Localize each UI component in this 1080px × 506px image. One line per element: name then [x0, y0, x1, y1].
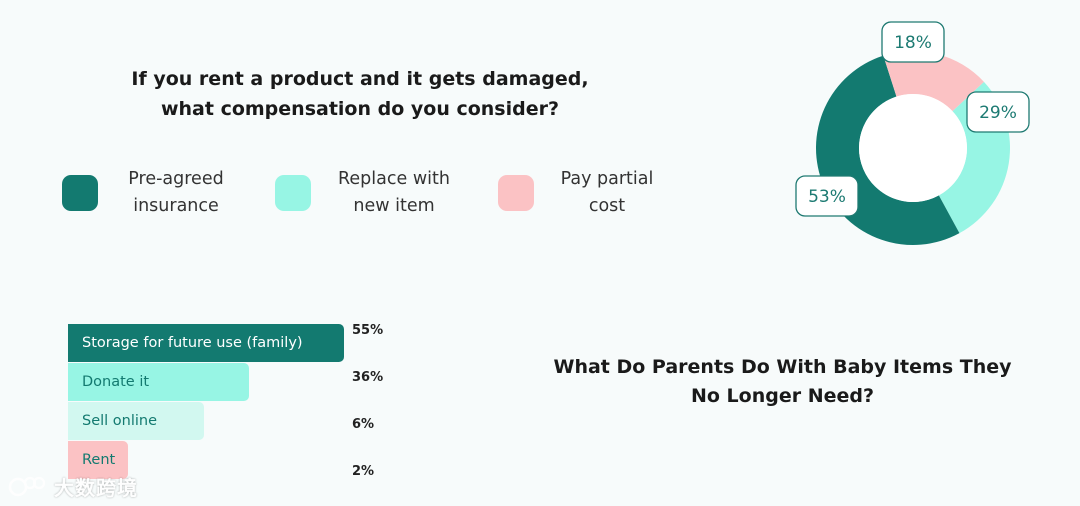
donut-slice-partial — [883, 51, 984, 112]
bar-sell-online-value: 6% — [352, 417, 375, 432]
bar-storage-row: Storage for future use (family) — [68, 324, 344, 362]
legend-label-partial: Pay partial cost — [560, 169, 654, 216]
bar-donate — [68, 363, 249, 401]
damage-compensation-question: If you rent a product and it gets damage… — [131, 68, 589, 120]
bar-sell-online-row: Sell online — [68, 402, 204, 440]
watermark-logo-icon — [8, 476, 46, 497]
legend-swatch-partial — [498, 175, 534, 211]
legend-item-replace: Replace with new item — [275, 166, 459, 220]
bar-storage-label: Storage for future use (family) — [82, 335, 303, 351]
bar-sell-online-label: Sell online — [82, 413, 158, 429]
bar-donate-label: Donate it — [82, 374, 150, 390]
donut-label-insurance: 53% — [795, 175, 859, 217]
bar-storage — [68, 324, 344, 362]
bar-sell-online — [68, 402, 204, 440]
bar-rent-label: Rent — [82, 452, 116, 468]
legend-label-insurance: Pre-agreed insurance — [128, 169, 224, 216]
legend-swatch-insurance — [62, 175, 98, 211]
compensation-legend: Pre-agreed insurance Replace with new it… — [0, 166, 700, 222]
donut-label-replace-text: 29% — [979, 103, 1017, 123]
compensation-donut-chart: 53% 29% 18% — [795, 21, 1030, 245]
bar-storage-value: 55% — [352, 323, 384, 338]
watermark: 大数跨境 — [8, 472, 138, 500]
baby-items-question: What Do Parents Do With Baby Items They … — [553, 356, 1012, 407]
legend-item-partial: Pay partial cost — [498, 166, 662, 220]
donut-label-insurance-box — [795, 175, 859, 217]
donut-label-replace: 29% — [966, 91, 1030, 133]
bar-donate-row: Donate it — [68, 363, 249, 401]
donut-label-partial-box — [881, 21, 945, 63]
legend-label-replace: Replace with new item — [338, 169, 450, 216]
watermark-text: 大数跨境 — [54, 475, 138, 500]
bar-rent-row: Rent — [68, 441, 128, 479]
legend-swatch-replace — [275, 175, 311, 211]
baby-items-bar-chart: Storage for future use (family) 55% Donate… — [60, 315, 410, 497]
legend-item-insurance: Pre-agreed insurance — [62, 166, 236, 220]
donut-label-partial: 18% — [881, 21, 945, 63]
bar-rent — [68, 441, 128, 479]
donut-hole — [859, 94, 967, 202]
donut-label-partial-text: 18% — [894, 33, 932, 53]
bar-rent-value: 2% — [352, 464, 375, 479]
bar-donate-value: 36% — [352, 370, 384, 385]
donut-label-insurance-text: 53% — [808, 187, 846, 207]
donut-label-replace-box — [966, 91, 1030, 133]
